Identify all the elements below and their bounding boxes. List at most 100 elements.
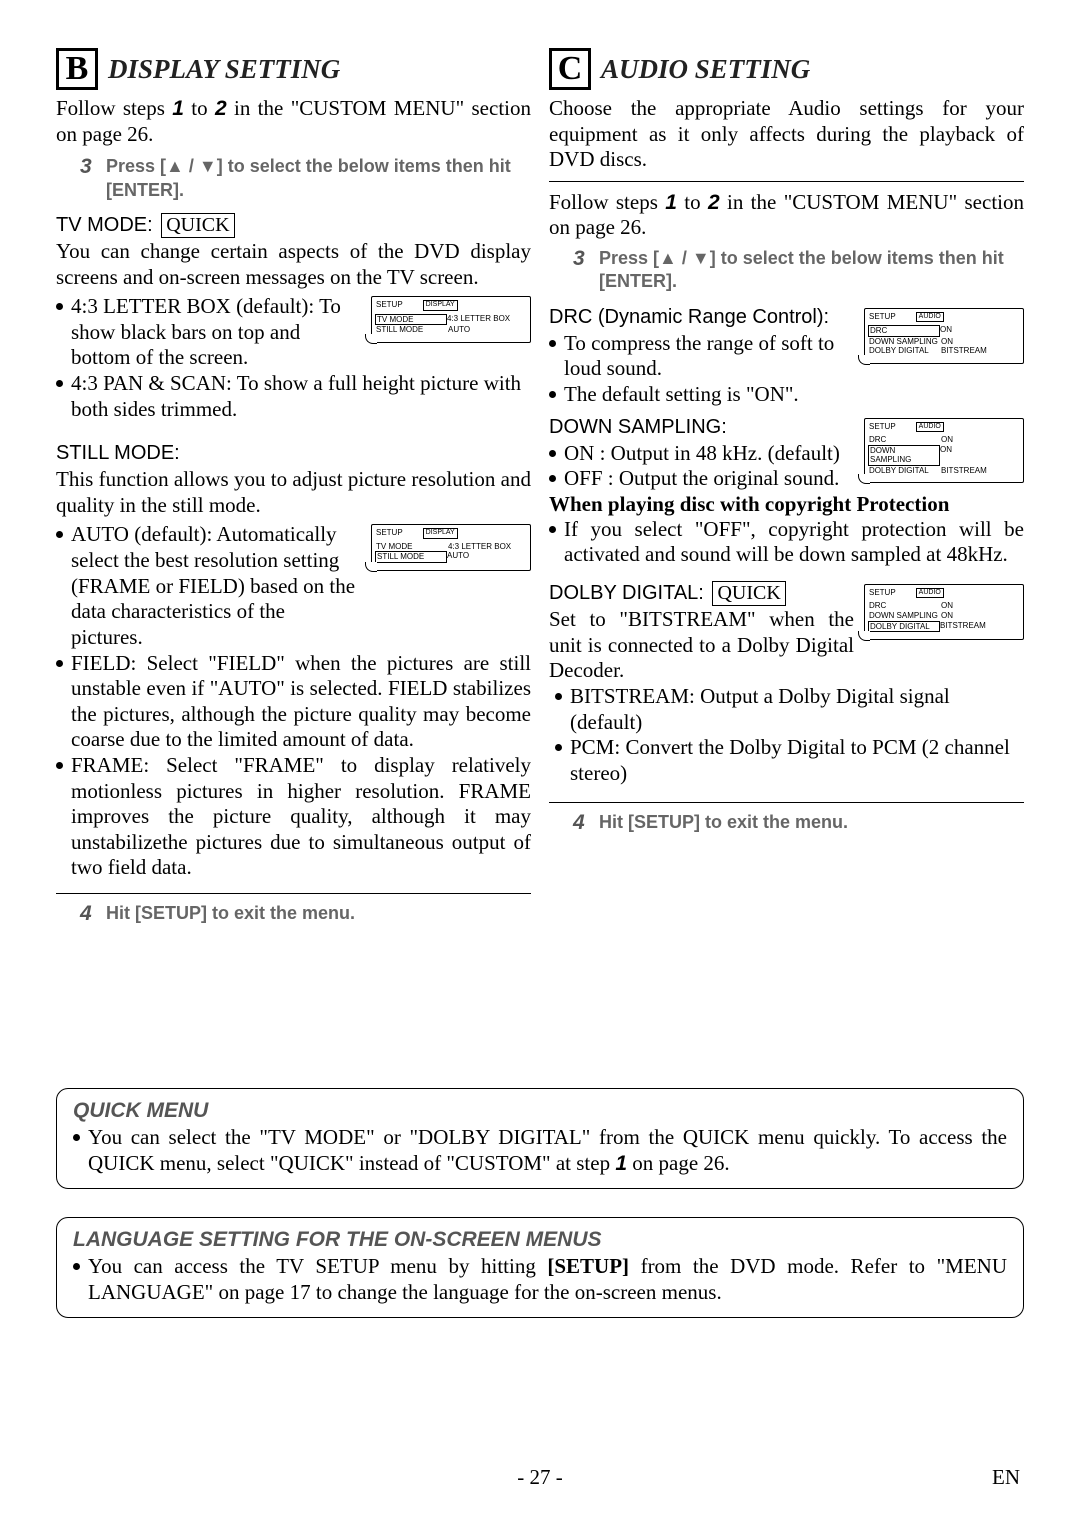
bullet-icon xyxy=(73,1263,80,1270)
t: DOWN SAMPLING xyxy=(869,337,941,347)
t: DRC xyxy=(869,435,941,445)
c-step2: 2 xyxy=(708,191,720,214)
qm-step1: 1 xyxy=(615,1152,627,1175)
still-mode-heading: STILL MODE: xyxy=(56,442,531,465)
mini-display-2: SETUP DISPLAY TV MODE4:3 LETTER BOX STIL… xyxy=(371,524,531,571)
b-step4-num: 4 xyxy=(80,902,96,926)
t: SETUP xyxy=(376,300,403,310)
down-b1: ON : Output in 48 kHz. (default) xyxy=(564,441,854,467)
t: You can access the TV SETUP menu by hitt… xyxy=(88,1254,547,1278)
t: DISPLAY xyxy=(423,300,458,310)
drc-b2: The default setting is "ON". xyxy=(564,382,1024,408)
mini-audio-3: SETUP AUDIO DRCON DOWN SAMPLINGON DOLBY … xyxy=(864,584,1024,640)
section-b-header: B DISPLAY SETTING xyxy=(56,48,531,90)
t: / xyxy=(184,156,199,176)
down-heading: DOWN SAMPLING: xyxy=(549,416,854,439)
mini-audio-2: SETUP AUDIO DRCON DOWN SAMPLINGON DOLBY … xyxy=(864,418,1024,484)
section-c-title: AUDIO SETTING xyxy=(601,54,810,85)
quick-menu-text: You can select the "TV MODE" or "DOLBY D… xyxy=(88,1125,1007,1176)
down-b2: OFF : Output the original sound. xyxy=(564,466,854,492)
t: SETUP xyxy=(869,422,896,432)
t: Press [ xyxy=(106,156,166,176)
tv-mode-b1: 4:3 LETTER BOX (default): To show black … xyxy=(71,294,361,371)
t: BITSTREAM xyxy=(941,346,987,356)
t: ON xyxy=(940,325,952,337)
bullet-icon xyxy=(549,340,556,347)
t: 4:3 LETTER BOX xyxy=(448,542,511,552)
c-step3-num: 3 xyxy=(573,247,589,294)
quick-tag: QUICK xyxy=(161,213,234,238)
t: DRC xyxy=(869,601,941,611)
b-step4: 4 Hit [SETUP] to exit the menu. xyxy=(56,902,531,926)
language-text: You can access the TV SETUP menu by hitt… xyxy=(88,1254,1007,1305)
c-follow: Follow steps 1 to 2 in the "CUSTOM MENU"… xyxy=(549,190,1024,241)
t: Follow steps xyxy=(549,190,665,214)
t: DOWN SAMPLING xyxy=(868,445,940,466)
section-c-header: C AUDIO SETTING xyxy=(549,48,1024,90)
setup-bold: [SETUP] xyxy=(547,1254,629,1278)
bullet: 4:3 LETTER BOX (default): To show black … xyxy=(56,294,361,371)
bullet-icon xyxy=(549,391,556,398)
bullet: OFF : Output the original sound. xyxy=(549,466,854,492)
down-arrow-icon: ▼ xyxy=(692,248,710,268)
tv-mode-bullets: 4:3 LETTER BOX (default): To show black … xyxy=(56,294,361,371)
t: AUDIO xyxy=(916,588,944,598)
divider xyxy=(549,802,1024,803)
c-step4-num: 4 xyxy=(573,811,589,835)
t: DISPLAY xyxy=(423,528,458,538)
t: SETUP xyxy=(869,588,896,598)
bullet-icon xyxy=(56,303,63,310)
up-arrow-icon: ▲ xyxy=(659,248,677,268)
t: SETUP xyxy=(376,528,403,538)
bullet-icon xyxy=(549,526,556,533)
c-step4: 4 Hit [SETUP] to exit the menu. xyxy=(549,811,1024,835)
t: / xyxy=(677,248,692,268)
lbl: DOLBY DIGITAL: xyxy=(549,582,704,604)
t: You can select the "TV MODE" or "DOLBY D… xyxy=(88,1125,1007,1175)
still-b2: FIELD: Select "FIELD" when the pictures … xyxy=(71,651,531,753)
t: TV MODE xyxy=(375,314,447,326)
c-step3: 3 Press [▲ / ▼] to select the below item… xyxy=(549,247,1024,294)
t: STILL MODE xyxy=(376,325,448,335)
column-b: B DISPLAY SETTING Follow steps 1 to 2 in… xyxy=(56,48,531,938)
down-warn: When playing disc with copyright Protect… xyxy=(549,492,1024,517)
section-b-letter: B xyxy=(56,48,98,90)
down-arrow-icon: ▼ xyxy=(199,156,217,176)
bullet-icon xyxy=(56,380,63,387)
t: DOLBY DIGITAL xyxy=(869,466,941,476)
b-intro-a: Follow steps xyxy=(56,96,172,120)
dolby-heading: DOLBY DIGITAL: QUICK xyxy=(549,582,854,605)
bullet: BITSTREAM: Output a Dolby Digital signal… xyxy=(555,684,1024,735)
dolby-b1: BITSTREAM: Output a Dolby Digital signal… xyxy=(570,684,1024,735)
t: DOWN SAMPLING xyxy=(869,611,941,621)
b-step2: 2 xyxy=(215,97,227,120)
t: BITSTREAM xyxy=(941,466,987,476)
bullet: FRAME: Select "FRAME" to display relativ… xyxy=(56,753,531,881)
bullet-icon xyxy=(555,744,562,751)
still-b1: AUTO (default): Automatically select the… xyxy=(71,522,361,650)
column-c: C AUDIO SETTING Choose the appropriate A… xyxy=(549,48,1024,938)
bullet-icon xyxy=(56,531,63,538)
drc-heading: DRC (Dynamic Range Control): xyxy=(549,306,854,329)
bullet-icon xyxy=(549,450,556,457)
still-mode-desc: This function allows you to adjust pictu… xyxy=(56,467,531,518)
dolby-row: DOLBY DIGITAL: QUICK Set to "BITSTREAM" … xyxy=(549,582,1024,684)
t: ON xyxy=(941,435,953,445)
c-step1: 1 xyxy=(665,191,677,214)
t: ON xyxy=(941,601,953,611)
b-step3-num: 3 xyxy=(80,155,96,202)
bullet: 4:3 PAN & SCAN: To show a full height pi… xyxy=(56,371,531,422)
b-intro-b: to xyxy=(184,96,215,120)
bullet: FIELD: Select "FIELD" when the pictures … xyxy=(56,651,531,753)
t: to xyxy=(677,190,708,214)
lbl: TV MODE: xyxy=(56,214,153,236)
c-intro: Choose the appropriate Audio settings fo… xyxy=(549,96,1024,173)
page-number: - 27 - xyxy=(0,1465,1080,1490)
t: AUTO xyxy=(448,325,470,335)
b-step3: 3 Press [▲ / ▼] to select the below item… xyxy=(56,155,531,202)
t: AUTO xyxy=(447,551,469,563)
section-b-title: DISPLAY SETTING xyxy=(108,54,340,85)
b-step4-text: Hit [SETUP] to exit the menu. xyxy=(106,902,355,926)
still-b3: FRAME: Select "FRAME" to display relativ… xyxy=(71,753,531,881)
dolby-desc: Set to "BITSTREAM" when the unit is conn… xyxy=(549,607,854,684)
